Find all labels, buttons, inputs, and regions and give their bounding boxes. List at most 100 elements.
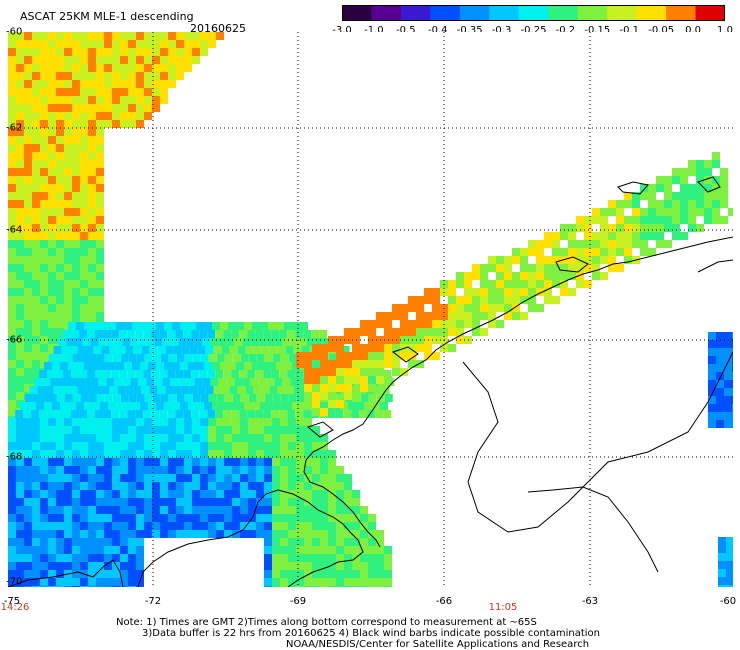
swath-cell xyxy=(536,256,544,264)
swath-cell xyxy=(216,506,224,514)
swath-cell xyxy=(288,394,297,402)
swath-cell xyxy=(80,64,88,72)
swath-cell xyxy=(72,482,80,490)
swath-cell xyxy=(72,418,80,426)
swath-cell xyxy=(40,546,48,554)
swath-cell xyxy=(568,232,576,240)
coastline-interior-3 xyxy=(697,259,733,273)
swath-cell xyxy=(80,128,88,136)
swath-cell xyxy=(716,420,724,428)
coastline-island-1 xyxy=(617,181,649,195)
swath-cell xyxy=(712,192,720,200)
swath-cell xyxy=(168,442,176,450)
swath-cell xyxy=(280,538,288,546)
swath-cell xyxy=(48,288,56,296)
swath-cell xyxy=(264,522,272,530)
swath-cell xyxy=(424,328,432,336)
swath-cell xyxy=(424,352,432,360)
swath-cell xyxy=(168,72,176,80)
swath-cell xyxy=(480,264,488,272)
swath-cell xyxy=(288,482,296,490)
swath-cell xyxy=(8,538,16,546)
swath-cell xyxy=(708,404,716,412)
swath-cell xyxy=(50,378,59,386)
swath-cell xyxy=(664,192,672,200)
swath-cell xyxy=(336,400,344,408)
swath-cell xyxy=(208,458,216,466)
swath-cell xyxy=(373,386,382,394)
swath-cell xyxy=(95,370,104,378)
swath-cell xyxy=(718,569,726,577)
swath-cell xyxy=(160,506,168,514)
swath-cell xyxy=(168,64,176,72)
swath-cell xyxy=(8,344,16,352)
swath-cell xyxy=(178,338,187,346)
swath-cell xyxy=(144,32,152,40)
swath-cell xyxy=(392,368,400,376)
swath-cell xyxy=(24,304,32,312)
swath-cell xyxy=(376,312,384,320)
swath-cell xyxy=(56,216,64,224)
swath-cell xyxy=(248,418,256,426)
swath-cell xyxy=(384,344,392,352)
swath-cell xyxy=(16,546,24,554)
swath-cell xyxy=(640,216,648,224)
swath-cell xyxy=(290,338,299,346)
swath-cell xyxy=(64,200,72,208)
swath-cell xyxy=(168,522,176,530)
swath-cell xyxy=(127,370,136,378)
swath-cell xyxy=(40,466,48,474)
swath-cell xyxy=(215,410,224,418)
swath-cell xyxy=(64,208,72,216)
swath-cell xyxy=(304,554,312,562)
swath-cell xyxy=(256,498,264,506)
swath-cell xyxy=(80,506,88,514)
swath-cell xyxy=(176,530,184,538)
colorbar-swatch xyxy=(695,5,725,21)
swath-cell xyxy=(24,112,32,120)
swath-cell xyxy=(264,586,272,587)
swath-cell xyxy=(200,474,208,482)
swath-cell xyxy=(282,378,291,386)
swath-cell xyxy=(120,72,128,80)
swath-cell xyxy=(160,40,168,48)
swath-cell xyxy=(96,136,104,144)
swath-cell xyxy=(368,384,376,392)
swath-cell xyxy=(128,554,136,562)
swath-cell xyxy=(496,296,504,304)
swath-cell xyxy=(293,346,302,354)
swath-cell xyxy=(239,370,248,378)
swath-cell xyxy=(256,442,264,450)
swath-cell xyxy=(632,200,640,208)
swath-cell xyxy=(80,522,88,530)
swath-cell xyxy=(328,506,336,514)
swath-cell xyxy=(352,562,360,570)
swath-cell xyxy=(223,410,232,418)
swath-cell xyxy=(80,312,88,320)
swath-cell xyxy=(248,490,256,498)
swath-cell xyxy=(296,434,304,442)
swath-cell xyxy=(372,402,380,410)
swath-cell xyxy=(360,578,368,586)
swath-cell xyxy=(64,458,72,466)
swath-cell xyxy=(72,56,80,64)
swath-cell xyxy=(624,240,632,248)
swath-cell xyxy=(56,522,64,530)
swath-cell xyxy=(40,554,48,562)
swath-cell xyxy=(48,418,56,426)
swath-cell xyxy=(72,394,81,402)
swath-cell xyxy=(207,330,216,338)
swath-cell xyxy=(196,402,204,410)
swath-cell xyxy=(640,232,648,240)
colorbar-tick-label: -0.4 xyxy=(427,25,448,36)
swath-cell xyxy=(712,216,720,224)
swath-cell xyxy=(216,354,225,362)
swath-cell xyxy=(696,224,704,232)
swath-cell xyxy=(8,384,16,392)
swath-cell xyxy=(349,386,358,394)
swath-cell xyxy=(40,184,48,192)
swath-cell xyxy=(144,442,152,450)
swath-cell xyxy=(624,224,632,232)
swath-cell xyxy=(202,338,211,346)
swath-cell xyxy=(255,330,264,338)
